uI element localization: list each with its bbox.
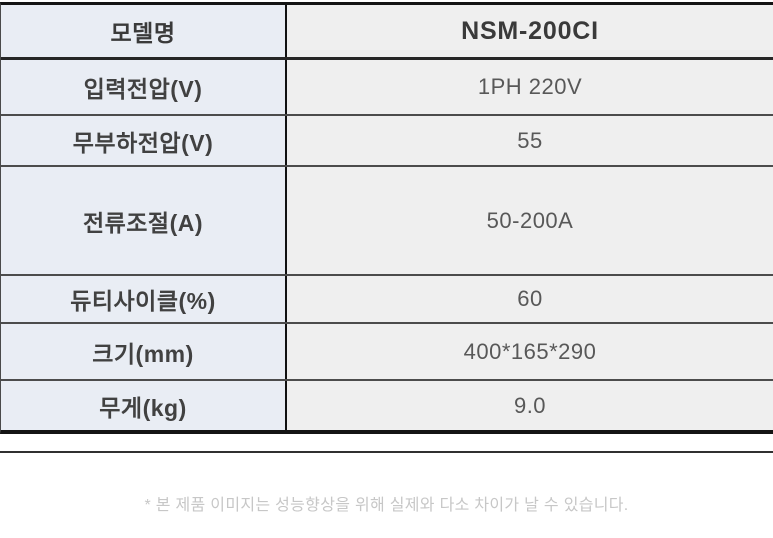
current-range-label: 전류조절(A) [1, 167, 287, 274]
table-row-duty-cycle: 듀티사이클(%) 60 [1, 274, 773, 322]
no-load-voltage-value: 55 [287, 116, 773, 165]
table-row-no-load-voltage: 무부하전압(V) 55 [1, 114, 773, 165]
table-row-size: 크기(mm) 400*165*290 [1, 322, 773, 379]
table-row-weight: 무게(kg) 9.0 [1, 379, 773, 430]
input-voltage-value: 1PH 220V [287, 60, 773, 114]
current-range-value: 50-200A [287, 167, 773, 274]
model-number-value: NSM-200CI [287, 5, 773, 57]
table-row-input-voltage: 입력전압(V) 1PH 220V [1, 57, 773, 114]
table-row-model: 모델명 NSM-200CI [1, 5, 773, 57]
size-value: 400*165*290 [287, 324, 773, 379]
weight-value: 9.0 [287, 381, 773, 430]
size-label: 크기(mm) [1, 324, 287, 379]
spec-table: 모델명 NSM-200CI 입력전압(V) 1PH 220V 무부하전압(V) … [0, 2, 773, 434]
input-voltage-label: 입력전압(V) [1, 60, 287, 114]
model-name-header: 모델명 [1, 5, 287, 57]
section-divider-line [0, 451, 773, 453]
duty-cycle-label: 듀티사이클(%) [1, 276, 287, 322]
disclaimer-note: * 본 제품 이미지는 성능향상을 위해 실제와 다소 차이가 날 수 있습니다… [144, 497, 629, 514]
table-row-current-range: 전류조절(A) 50-200A [1, 165, 773, 274]
weight-label: 무게(kg) [1, 381, 287, 430]
no-load-voltage-label: 무부하전압(V) [1, 116, 287, 165]
duty-cycle-value: 60 [287, 276, 773, 322]
